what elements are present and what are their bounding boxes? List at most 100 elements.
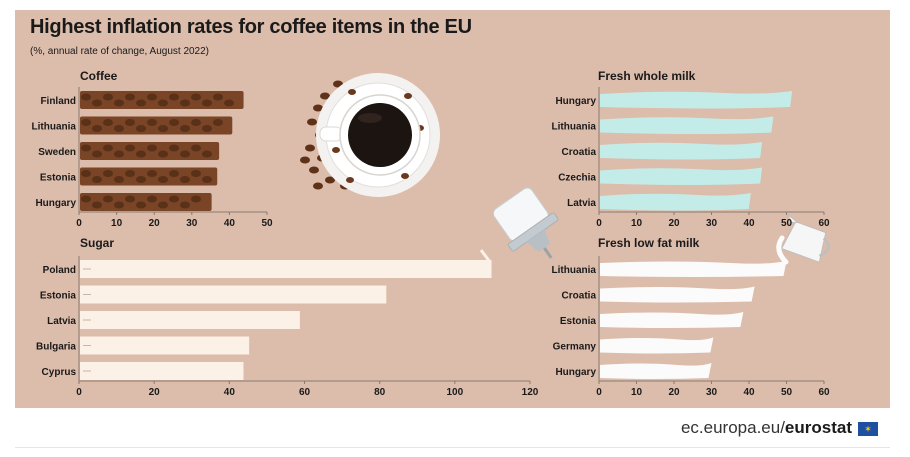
footer-site-prefix: ec.europa.eu/ [680, 418, 785, 437]
x-tick-label: 20 [149, 218, 161, 229]
sugar-chart-title: Sugar [80, 236, 115, 250]
bar-texture-bean [191, 93, 201, 101]
bar-texture-bean [125, 170, 135, 177]
x-tick-label: 20 [668, 387, 680, 398]
bar-texture-bean [81, 170, 91, 177]
x-tick-label: 100 [446, 387, 463, 398]
milk-jug-illustration [776, 214, 830, 265]
bar-texture-bean [158, 125, 168, 132]
footer-divider [15, 447, 890, 448]
bar-texture-bean [169, 93, 179, 101]
x-tick-label: 0 [596, 387, 602, 398]
category-label: Hungary [35, 198, 76, 209]
bar-texture-bean [169, 170, 179, 177]
category-label: Germany [553, 342, 597, 353]
x-tick-label: 80 [374, 387, 386, 398]
bar-texture-bean [169, 144, 179, 152]
footer-site-link[interactable]: ec.europa.eu/eurostat [681, 418, 852, 438]
bar-texture-bean [147, 195, 157, 203]
bar-texture-bean [81, 93, 91, 101]
x-tick-label: 60 [299, 387, 311, 398]
bar-texture-bean [81, 195, 91, 203]
x-tick-label: 40 [743, 218, 755, 229]
bar-texture-bean [180, 150, 190, 158]
eu-flag-icon: ✶ [858, 422, 878, 436]
bar-texture-bean [191, 170, 201, 177]
category-label: Latvia [47, 316, 76, 327]
bar-texture-bean [169, 119, 179, 126]
category-label: Bulgaria [36, 342, 76, 353]
bar-texture-bean [158, 176, 168, 183]
bar-texture-bean [114, 176, 124, 183]
category-label: Latvia [567, 198, 596, 209]
bar-texture-bean [136, 125, 146, 132]
x-tick-label: 10 [631, 387, 643, 398]
category-label: Hungary [555, 96, 596, 107]
bar-texture-bean [125, 144, 135, 152]
x-tick-label: 0 [76, 218, 82, 229]
sugar-dispenser-illustration [479, 187, 559, 263]
bar-texture-bean [202, 150, 212, 158]
category-label: Croatia [562, 291, 597, 302]
bar-texture-bean [136, 99, 146, 107]
coffee-surface [348, 103, 412, 167]
bar-texture-bean [103, 195, 113, 203]
category-label: Hungary [555, 367, 596, 378]
category-label: Estonia [40, 173, 77, 184]
bar-texture-bean [158, 150, 168, 158]
x-tick-label: 120 [522, 387, 539, 398]
coffee-chart-title: Coffee [80, 69, 118, 83]
category-label: Lithuania [552, 265, 597, 276]
bar-texture-bean [213, 119, 223, 126]
x-tick-label: 60 [818, 387, 830, 398]
bar-texture-bean [136, 201, 146, 209]
footer: ec.europa.eu/eurostat ✶ [15, 414, 890, 448]
low-fat-milk-chart-title: Fresh low fat milk [598, 236, 700, 250]
bar [80, 193, 212, 211]
bar-texture-bean [202, 176, 212, 183]
x-tick-label: 0 [596, 218, 602, 229]
bar [80, 285, 387, 304]
bar [600, 363, 712, 379]
bar-texture-bean [202, 125, 212, 132]
x-tick-label: 40 [743, 387, 755, 398]
category-label: Poland [43, 265, 76, 276]
bar-texture-bean [81, 119, 91, 126]
x-tick-label: 0 [76, 387, 82, 398]
bar-texture-bean [191, 119, 201, 126]
category-label: Finland [40, 96, 76, 107]
bar-texture-bean [81, 144, 91, 152]
cup-handle [319, 126, 343, 142]
bar [80, 336, 250, 355]
bar-texture-bean [224, 99, 234, 107]
x-tick-label: 50 [781, 218, 793, 229]
bar-texture-bean [103, 119, 113, 126]
bar [600, 286, 755, 303]
bar-texture-bean [114, 99, 124, 107]
bar-texture-bean [92, 125, 102, 132]
category-label: Estonia [560, 316, 597, 327]
bar-texture-bean [92, 99, 102, 107]
bar-texture-bean [92, 176, 102, 183]
category-label: Czechia [558, 173, 596, 184]
bar-texture-bean [114, 201, 124, 209]
category-label: Croatia [562, 147, 597, 158]
bar-texture-bean [103, 170, 113, 177]
x-tick-label: 60 [818, 218, 830, 229]
bar [600, 167, 763, 185]
bar [80, 260, 492, 278]
bar-texture-bean [213, 93, 223, 101]
whole-milk-chart-title: Fresh whole milk [598, 69, 696, 83]
x-tick-label: 50 [781, 387, 793, 398]
bar-texture-bean [114, 150, 124, 158]
bar [600, 193, 751, 211]
x-tick-label: 40 [224, 218, 236, 229]
sugar-chart: Poland Estonia Latvia Bulgaria Cyprus 0 20 40 60… [36, 256, 539, 398]
bar-texture-bean [158, 201, 168, 209]
x-tick-label: 10 [631, 218, 643, 229]
bar-texture-bean [180, 99, 190, 107]
category-label: Cyprus [42, 367, 77, 378]
